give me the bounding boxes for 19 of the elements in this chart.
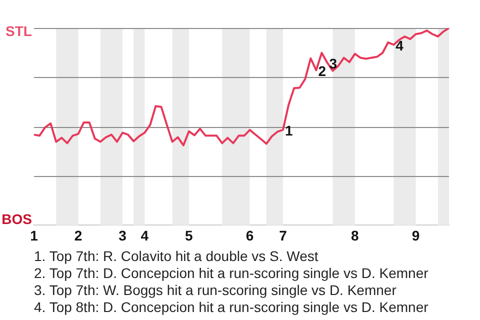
- text: 3. Top 7th: W. Boggs hit a run-scoring single vs D. Kemner: [34, 282, 398, 299]
- x-tick-label: 4: [140, 227, 149, 244]
- x-tick-label: 7: [279, 227, 288, 244]
- x-tick-label: 8: [351, 227, 360, 244]
- annotation: 2: [318, 63, 326, 80]
- text: 4. Top 8th: D. Concepcion hit a run-scoring single vs D. Kemner: [34, 299, 430, 316]
- x-tick-label: 2: [74, 227, 82, 244]
- annotation: 3: [329, 56, 338, 72]
- text: BOS: [2, 211, 32, 228]
- x-tick-label: 5: [185, 227, 194, 244]
- text: 1. Top 7th: R. Colavito hit a double vs S. West: [34, 248, 320, 265]
- x-tick-label: 9: [412, 227, 420, 244]
- x-tick-label: 6: [246, 227, 254, 244]
- x-tick-label: 1: [30, 227, 38, 244]
- annotation: 4: [396, 38, 404, 54]
- text: 2. Top 7th: D. Concepcion hit a run-scoring single vs D. Kemner: [34, 265, 430, 282]
- text: STL: [6, 22, 32, 39]
- annotation: 1: [285, 122, 293, 139]
- x-tick-label: 3: [118, 227, 127, 244]
